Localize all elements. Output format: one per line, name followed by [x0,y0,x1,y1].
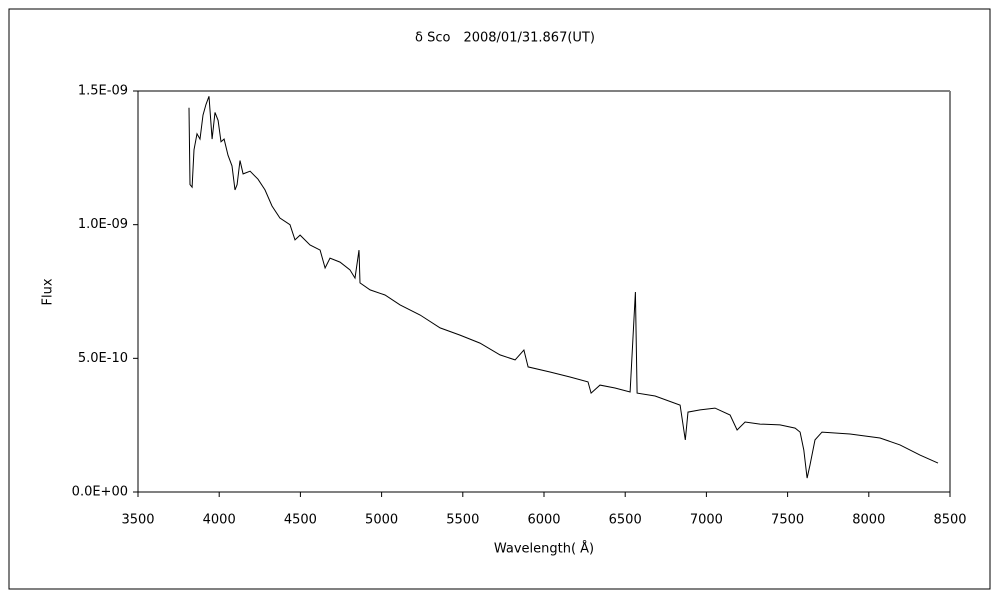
x-tick-label: 7500 [771,513,804,528]
y-tick-label: 5.0E-10 [78,351,128,366]
x-axis-label: Wavelength( Å) [494,541,594,557]
x-tick-label: 8500 [933,513,966,528]
y-tick-label: 1.5E-09 [78,84,128,99]
x-tick-label: 5500 [446,513,479,528]
y-tick-label: 1.0E-09 [78,217,128,232]
y-tick-label: 0.0E+00 [72,485,128,500]
x-tick-label: 6000 [527,513,560,528]
x-tick-label: 8000 [852,513,885,528]
x-tick-label: 4500 [284,513,317,528]
x-tick-label: 5000 [365,513,398,528]
spectrum-line [188,96,939,479]
x-tick-label: 6500 [609,513,642,528]
chart-border [8,8,991,590]
x-tick-label: 3500 [121,513,154,528]
y-axis-label: Flux [41,278,56,305]
chart-title: δ Sco 2008/01/31.867(UT) [415,31,595,46]
x-tick-label: 7000 [690,513,723,528]
x-tick-label: 4000 [203,513,236,528]
